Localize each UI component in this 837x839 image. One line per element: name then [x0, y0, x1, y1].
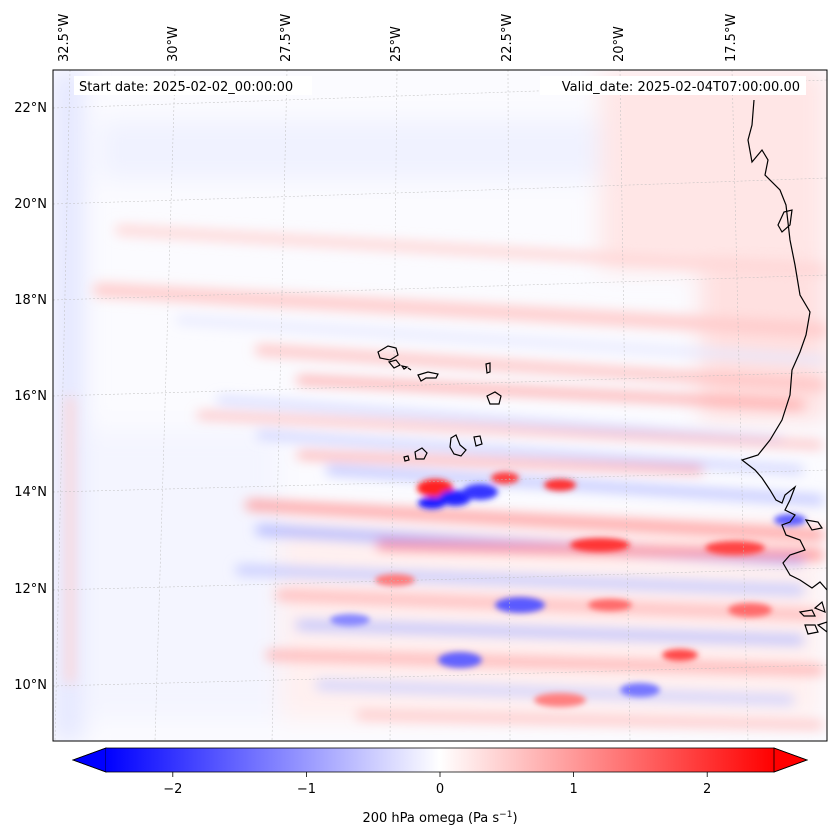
lon-label-17-5w: 17.5°W — [724, 14, 739, 62]
colorbar-tick-label: 1 — [569, 782, 577, 797]
colorbar-outline — [71, 747, 809, 773]
colorbar-tick-label: −1 — [297, 782, 316, 797]
cape-verde-brava — [403, 455, 410, 462]
lat-label-18n: 18°N — [14, 293, 47, 308]
colorbar-label-superscript: −1 — [499, 810, 512, 820]
colorbar-tick-label: −2 — [163, 782, 182, 797]
lon-label-22-5w: 22.5°W — [500, 14, 515, 62]
colorbar-extend-low — [71, 747, 107, 773]
coastal-islands — [777, 209, 827, 635]
latitude-labels: 22°N 20°N 18°N 16°N 14°N 12°N 10°N — [14, 101, 47, 693]
lon-label-30w: 30°W — [166, 26, 181, 62]
colorbar-label-text: 200 hPa omega (Pa s — [362, 811, 499, 826]
colorbar-label: 200 hPa omega (Pa s−1) — [362, 810, 517, 826]
cape-verde-santa-luzia — [400, 365, 412, 371]
lon-label-20w: 20°W — [612, 26, 627, 62]
cape-verde-santo-antao — [377, 345, 399, 361]
map-frame — [52, 69, 828, 742]
longitude-labels: 32.5°W 30°W 27.5°W 25°W 22.5°W 20°W 17.5… — [57, 14, 739, 62]
colorbar-extend-high — [773, 747, 809, 773]
africa-coastline — [740, 99, 827, 591]
colorbar-label-close: ) — [512, 811, 517, 826]
valid-date-label: Valid_date: 2025-02-04T07:00:00.00 — [562, 80, 800, 95]
lat-label-12n: 12°N — [14, 582, 47, 597]
lat-label-14n: 14°N — [14, 485, 47, 500]
colorbar: −2 −1 0 1 2 200 hPa omega (Pa s−1) — [71, 747, 809, 826]
start-date-label: Start date: 2025-02-02_00:00:00 — [79, 80, 293, 95]
lat-label-20n: 20°N — [14, 197, 47, 212]
colorbar-tick-label: 2 — [703, 782, 711, 797]
cape-verde-sao-nicolau — [417, 371, 439, 382]
cape-verde-sao-vicente — [387, 359, 401, 369]
cape-verde-sal — [485, 362, 491, 374]
valid-date-box — [540, 76, 806, 95]
lat-label-10n: 10°N — [14, 678, 47, 693]
omega-field-broad — [53, 70, 827, 741]
colorbar-tick-label: 0 — [436, 782, 444, 797]
cape-verde-santiago — [449, 434, 467, 457]
lon-label-27-5w: 27.5°W — [279, 14, 294, 62]
cape-verde-fogo — [414, 447, 428, 460]
cape-verde-boa-vista — [486, 391, 502, 405]
start-date-box — [74, 76, 312, 95]
lon-label-32-5w: 32.5°W — [57, 14, 72, 62]
lat-label-22n: 22°N — [14, 101, 47, 116]
omega-field-cells — [330, 472, 806, 707]
colorbar-gradient — [106, 748, 774, 772]
lon-label-25w: 25°W — [389, 26, 404, 62]
coastlines — [377, 99, 827, 635]
cape-verde-maio — [473, 435, 483, 447]
map-panel: Start date: 2025-02-02_00:00:00 Valid_da… — [53, 70, 827, 741]
colorbar-ticks: −2 −1 0 1 2 — [163, 772, 711, 797]
lat-label-16n: 16°N — [14, 389, 47, 404]
